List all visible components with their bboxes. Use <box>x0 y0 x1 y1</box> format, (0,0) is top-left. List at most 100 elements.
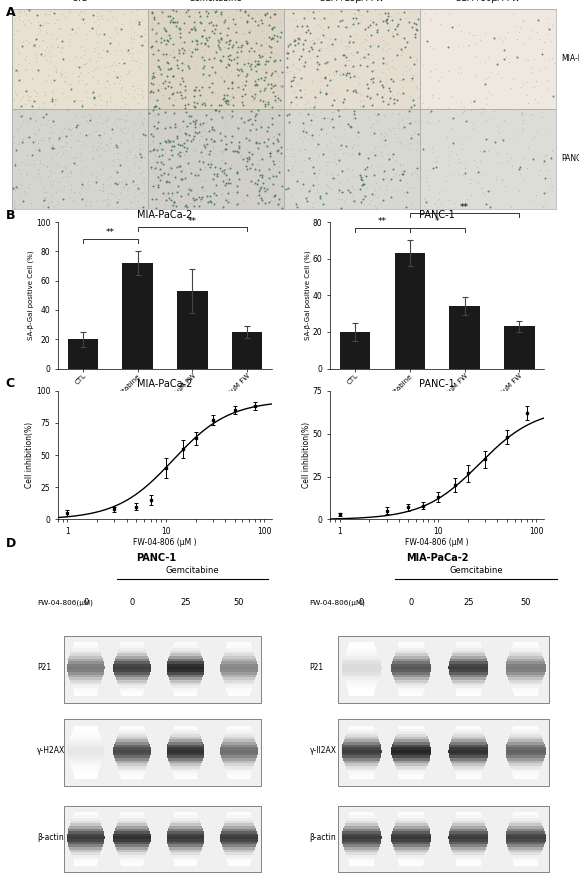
Point <box>455 152 464 166</box>
Point <box>85 52 94 66</box>
Point <box>153 59 163 73</box>
Point <box>500 52 509 66</box>
Bar <box>507 658 544 662</box>
Bar <box>510 850 542 852</box>
Point <box>13 179 22 194</box>
Bar <box>64 636 261 702</box>
Text: γ-II2AX: γ-II2AX <box>309 747 336 756</box>
Point <box>56 44 65 59</box>
Point <box>51 92 60 107</box>
Point <box>19 132 28 147</box>
Point <box>356 195 365 210</box>
Point <box>74 20 83 35</box>
Point <box>316 189 325 203</box>
Point <box>232 51 241 65</box>
Bar <box>167 752 204 755</box>
Point <box>252 126 261 140</box>
Point <box>327 135 336 149</box>
Point <box>163 56 173 70</box>
Point <box>509 72 518 86</box>
Bar <box>68 741 103 744</box>
Point <box>273 107 282 122</box>
Point <box>376 139 386 154</box>
Point <box>135 141 145 155</box>
Point <box>471 49 480 63</box>
Point <box>287 189 296 203</box>
Point <box>288 12 298 26</box>
Point <box>209 167 218 181</box>
Point <box>393 195 402 210</box>
Point <box>269 194 278 208</box>
Point <box>102 74 111 88</box>
Point <box>109 55 118 69</box>
Point <box>390 62 400 76</box>
Point <box>263 97 273 111</box>
Point <box>41 191 50 205</box>
Point <box>309 99 318 114</box>
Point <box>258 61 267 75</box>
Point <box>203 33 212 47</box>
Point <box>233 40 242 54</box>
Point <box>57 164 67 178</box>
Point <box>340 39 350 53</box>
Bar <box>169 677 202 680</box>
Point <box>253 17 262 31</box>
Point <box>413 170 422 184</box>
Point <box>274 127 284 141</box>
Point <box>209 146 218 160</box>
Bar <box>227 860 251 863</box>
Point <box>486 201 495 215</box>
Point <box>458 168 467 182</box>
Point <box>47 28 57 42</box>
Point <box>380 186 389 201</box>
Bar <box>449 663 488 667</box>
Point <box>235 3 244 17</box>
Point <box>301 97 310 111</box>
Point <box>159 168 168 182</box>
Point <box>39 194 48 209</box>
Point <box>97 136 106 150</box>
Bar <box>116 823 148 826</box>
Point <box>332 66 341 80</box>
Point <box>239 82 248 96</box>
Point <box>437 195 446 210</box>
Point <box>198 28 207 43</box>
Point <box>146 83 155 98</box>
Point <box>190 42 199 56</box>
Point <box>149 10 159 24</box>
Point <box>253 157 262 171</box>
Point <box>368 98 377 112</box>
Point <box>306 52 315 66</box>
Point <box>474 164 483 178</box>
Point <box>229 15 238 29</box>
Bar <box>506 663 545 667</box>
Point <box>398 79 408 93</box>
Point <box>195 174 204 188</box>
Point <box>222 94 231 108</box>
Bar <box>226 687 252 691</box>
Point <box>272 125 281 139</box>
Point <box>444 39 453 53</box>
Point <box>309 160 318 174</box>
Point <box>241 69 251 83</box>
Text: β-actin: β-actin <box>37 833 64 842</box>
Bar <box>449 752 488 755</box>
Point <box>350 137 359 151</box>
Point <box>298 42 307 56</box>
Point <box>277 178 287 193</box>
Point <box>54 159 64 173</box>
Point <box>66 128 75 142</box>
Point <box>221 171 230 186</box>
Point <box>200 43 210 57</box>
Point <box>213 107 222 121</box>
Point <box>169 50 178 64</box>
Point <box>489 30 498 44</box>
X-axis label: FW-04-806 (μM ): FW-04-806 (μM ) <box>405 537 469 546</box>
Point <box>45 132 54 147</box>
Point <box>74 69 83 83</box>
Point <box>232 186 241 201</box>
Point <box>61 10 70 24</box>
Point <box>192 39 201 53</box>
Text: Gemcitabine: Gemcitabine <box>189 0 243 3</box>
Text: 0: 0 <box>359 599 364 607</box>
